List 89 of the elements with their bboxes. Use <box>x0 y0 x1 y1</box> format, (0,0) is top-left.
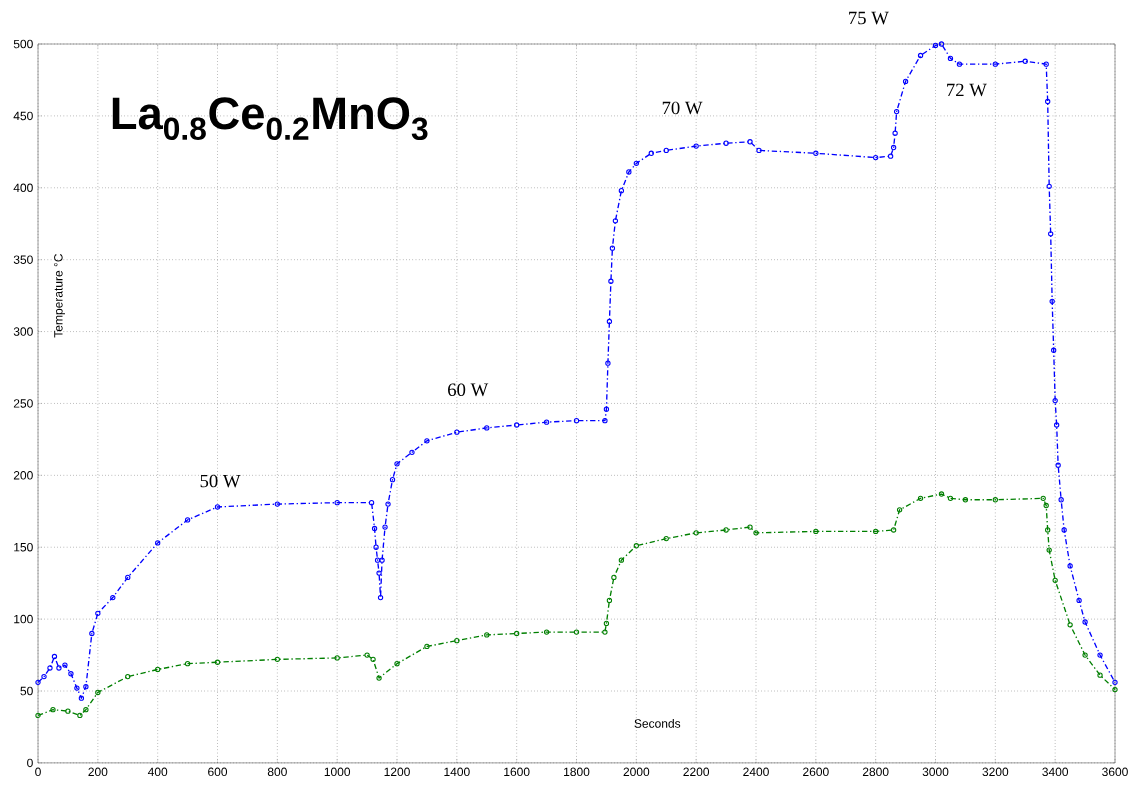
point <box>1046 547 1052 553</box>
annotation: 50 W <box>200 474 241 488</box>
point <box>602 629 608 635</box>
point <box>693 530 699 536</box>
point <box>962 497 969 503</box>
point <box>873 528 879 535</box>
point <box>1112 687 1118 693</box>
x-tick-label: 600 <box>208 767 228 777</box>
point <box>896 507 903 513</box>
point <box>214 659 221 666</box>
annotation: 70 W <box>662 101 703 115</box>
x-tick-label: 200 <box>88 767 108 777</box>
y-axis-title: Temperature °C <box>54 254 65 338</box>
point <box>573 629 580 635</box>
point <box>334 655 340 661</box>
point <box>65 708 71 715</box>
x-axis-title: Seconds <box>634 719 681 728</box>
point <box>364 652 370 658</box>
point <box>753 530 759 536</box>
point <box>747 524 753 530</box>
x-tick-label: 0 <box>35 767 41 777</box>
point <box>947 495 954 502</box>
point <box>184 661 191 667</box>
x-tick-label: 1000 <box>324 767 351 777</box>
y-tick-label: 500 <box>13 39 33 49</box>
x-tick-label: 1200 <box>384 767 410 777</box>
y-tick-label: 200 <box>13 471 33 480</box>
point <box>394 661 400 667</box>
point <box>1043 503 1049 509</box>
point <box>370 656 376 663</box>
y-tick-label: 50 <box>20 686 33 696</box>
point <box>992 497 999 503</box>
y-tick-label: 350 <box>13 255 33 265</box>
x-tick-label: 3600 <box>1102 767 1128 777</box>
y-tick-label: 400 <box>13 183 33 193</box>
point <box>484 632 490 638</box>
x-tick-label: 3200 <box>982 767 1009 777</box>
point <box>83 707 89 713</box>
x-tick-label: 2000 <box>623 767 650 777</box>
x-tick-label: 2600 <box>803 767 829 777</box>
point <box>611 574 617 581</box>
point <box>543 629 550 635</box>
point <box>1097 672 1103 679</box>
point <box>890 527 897 533</box>
point <box>938 491 945 497</box>
point <box>424 643 430 650</box>
x-tick-label: 1600 <box>504 767 530 777</box>
point <box>1067 622 1073 628</box>
annotation: 72 W <box>947 83 987 97</box>
x-tick-label: 1800 <box>564 767 590 777</box>
point <box>1045 527 1051 533</box>
y-tick-label: 150 <box>14 543 33 552</box>
point <box>50 707 56 713</box>
point <box>274 656 281 663</box>
point <box>633 543 640 549</box>
point <box>35 712 41 719</box>
y-tick-label: 250 <box>13 399 33 408</box>
point <box>1082 652 1088 658</box>
point <box>723 527 729 533</box>
point <box>514 631 520 637</box>
x-tick-label: 3000 <box>922 767 949 777</box>
y-tick-label: 100 <box>14 615 33 624</box>
y-tick-label: 0 <box>27 758 33 768</box>
point <box>125 674 131 680</box>
point <box>813 528 819 535</box>
text: 75 W <box>849 12 889 25</box>
annotation: 60 W <box>448 383 489 397</box>
point <box>1052 577 1058 584</box>
point <box>95 689 101 696</box>
point <box>917 495 924 502</box>
point <box>454 638 460 644</box>
point <box>77 712 83 719</box>
point <box>155 666 161 673</box>
x-tick-label: 1400 <box>444 767 470 777</box>
point <box>603 620 610 627</box>
y-tick-label: 450 <box>13 111 33 121</box>
text: La$_{0.8}$Ce$_{0.2}$MnO$_{3}$ <box>112 97 428 141</box>
point <box>606 597 613 604</box>
x-tick-label: 400 <box>147 767 168 777</box>
point <box>663 536 669 542</box>
point <box>1040 495 1046 502</box>
x-tick-label: 2400 <box>743 767 769 777</box>
x-tick-label: 2200 <box>683 767 710 777</box>
x-tick-label: 2800 <box>862 767 889 777</box>
point <box>618 557 625 564</box>
x-tick-label: 800 <box>267 767 287 777</box>
y-tick-label: 300 <box>13 327 33 337</box>
x-tick-label: 3400 <box>1042 767 1069 777</box>
point <box>376 675 382 681</box>
